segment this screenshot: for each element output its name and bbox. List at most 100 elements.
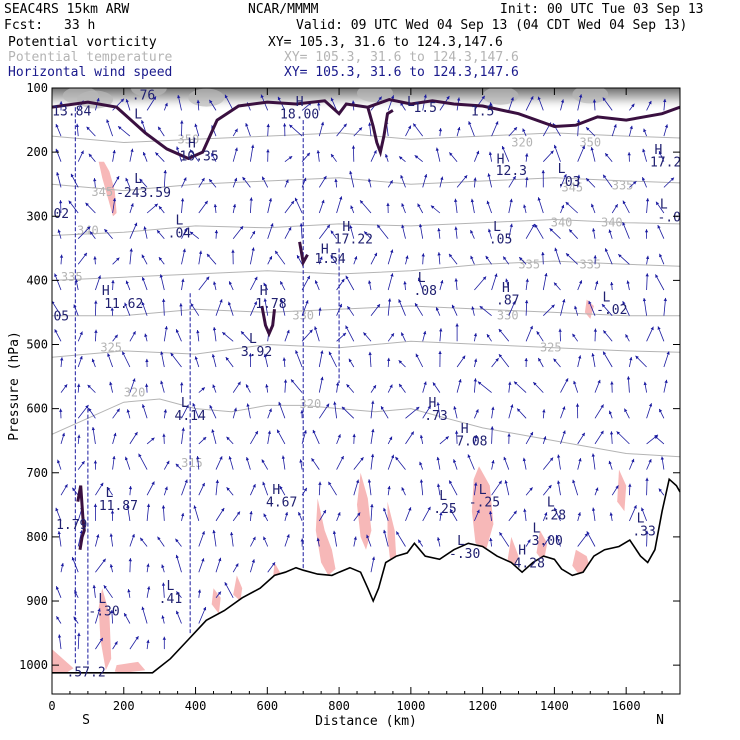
wind-arrowhead <box>70 173 74 178</box>
wind-arrowhead <box>52 301 55 305</box>
wind-arrowhead <box>396 531 400 535</box>
wind-arrowhead <box>353 536 357 540</box>
x-tick-label: 600 <box>256 699 278 713</box>
wind-arrowhead <box>345 275 349 280</box>
wind-arrowhead <box>107 353 111 357</box>
wind-arrowhead <box>385 154 389 158</box>
wind-arrowhead <box>201 177 205 182</box>
extremum-marker-H: H <box>518 544 526 559</box>
x-tick-label: 1400 <box>540 699 569 713</box>
x-axis-label: Distance (km) <box>315 714 417 729</box>
wind-arrowhead <box>595 280 599 285</box>
wind-arrowhead <box>118 126 122 130</box>
extremum-value: .02 <box>46 207 69 222</box>
wind-arrowhead <box>566 253 570 257</box>
wind-arrowhead <box>343 123 347 128</box>
wind-arrowhead <box>114 641 118 645</box>
wind-arrowhead <box>648 100 652 105</box>
wind-arrowhead <box>371 556 376 560</box>
extremum-value: 4.14 <box>175 409 206 424</box>
wind-arrowhead <box>239 226 244 230</box>
wind-arrowhead <box>419 479 424 483</box>
wind-arrowhead <box>214 230 219 234</box>
pv-shade-region <box>315 498 336 576</box>
wind-arrowhead <box>381 406 384 410</box>
wind-arrowhead <box>527 539 531 543</box>
wind-arrowhead <box>446 96 450 100</box>
x-tick-label: 400 <box>185 699 207 713</box>
wind-arrowhead <box>280 281 284 285</box>
wind-arrowhead <box>554 507 558 512</box>
theta-label: 325 <box>100 341 122 355</box>
wind-arrowhead <box>569 229 573 233</box>
wind-arrowhead <box>320 121 325 126</box>
wind-arrowhead <box>328 351 332 356</box>
wind-arrowhead <box>349 225 353 229</box>
theta-label: 315 <box>181 456 203 470</box>
wind-arrowhead <box>57 229 61 233</box>
wind-arrowhead <box>390 273 394 277</box>
extremum-value: 11.87 <box>99 499 138 514</box>
wind-arrowhead <box>455 323 459 327</box>
wind-arrowhead <box>299 223 303 227</box>
wind-arrowhead <box>320 376 324 381</box>
wind-arrowhead <box>164 486 168 491</box>
extremum-marker-L: L <box>98 592 106 607</box>
extremum-value: .57.2 <box>67 666 106 681</box>
extremum-marker-L: L <box>533 521 541 536</box>
wind-arrowhead <box>360 457 364 461</box>
wind-arrowhead <box>109 533 113 537</box>
y-tick-label: 400 <box>26 273 48 287</box>
wind-arrowhead <box>107 487 111 491</box>
wind-arrowhead <box>203 607 207 611</box>
stratosphere-blob <box>130 88 167 97</box>
wind-arrowhead <box>57 531 61 535</box>
wind-arrowhead <box>430 205 435 209</box>
extremum-marker-L: L <box>558 162 566 177</box>
wind-arrowhead <box>96 98 100 102</box>
wind-arrowhead <box>514 381 518 385</box>
wind-arrowhead <box>486 200 490 205</box>
wind-arrowhead <box>595 487 599 491</box>
wind-arrowhead <box>354 256 358 260</box>
wind-arrowhead <box>125 177 129 182</box>
wind-arrowhead <box>213 281 217 285</box>
wind-arrowhead <box>132 331 136 335</box>
extremum-value: .05 <box>489 233 512 248</box>
wind-arrowhead <box>280 299 284 303</box>
wind-arrowhead <box>371 428 375 433</box>
wind-arrowhead <box>297 255 300 259</box>
wind-arrowhead <box>355 479 360 483</box>
wind-arrowhead <box>335 382 340 386</box>
wind-arrowhead <box>283 123 287 127</box>
wind-arrowhead <box>489 537 493 542</box>
wind-arrowhead <box>245 123 249 127</box>
wind-arrowhead <box>79 356 83 360</box>
wind-arrowhead <box>57 634 62 638</box>
wind-arrowhead <box>531 223 535 228</box>
wind-arrowhead <box>486 334 490 338</box>
wind-arrowhead <box>87 226 91 230</box>
wind-arrowhead <box>547 535 551 540</box>
wind-arrowhead <box>592 228 596 232</box>
wind-arrowhead <box>512 176 516 180</box>
wind-arrowhead <box>270 223 274 227</box>
wind-arrowhead <box>476 150 480 155</box>
wind-arrowhead <box>530 96 534 100</box>
extremum-marker-L: L <box>407 95 415 110</box>
wind-arrowhead <box>86 126 90 131</box>
wind-arrowhead <box>181 278 185 282</box>
theta-contour-320 <box>52 398 680 458</box>
wind-arrowhead <box>603 351 607 355</box>
extremum-marker-L: L <box>418 271 426 286</box>
wind-arrowhead <box>103 585 107 589</box>
wind-arrowhead <box>477 381 482 385</box>
wind-vectors-group <box>52 94 675 669</box>
wind-arrowhead <box>453 406 457 410</box>
wind-arrowhead <box>176 146 180 150</box>
wind-arrowhead <box>503 456 507 461</box>
wind-arrowhead <box>523 204 527 208</box>
wind-arrowhead <box>161 582 166 586</box>
wind-arrowhead <box>376 304 380 308</box>
wind-arrowhead <box>405 255 409 259</box>
